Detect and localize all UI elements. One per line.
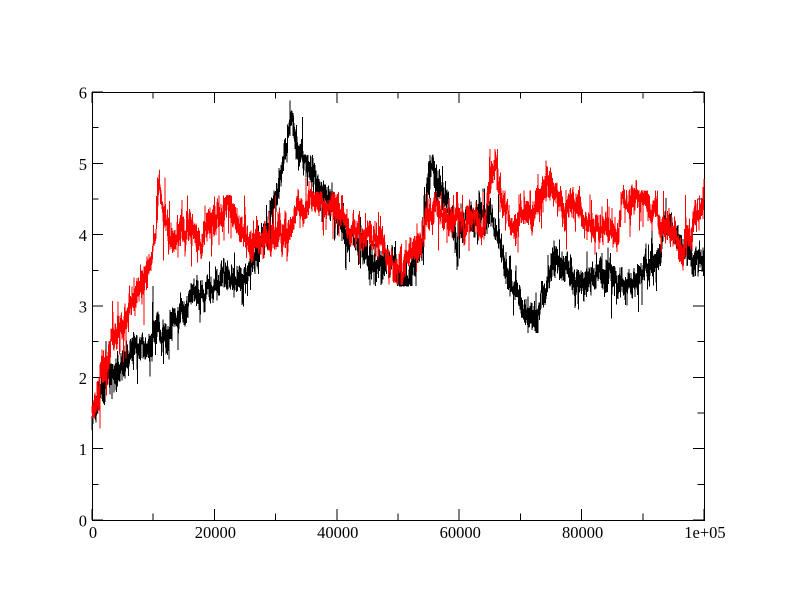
svg-text:0: 0	[79, 512, 87, 531]
svg-text:1: 1	[79, 440, 87, 459]
svg-text:6: 6	[79, 84, 87, 103]
svg-text:40000: 40000	[317, 523, 358, 542]
svg-text:0: 0	[89, 523, 97, 542]
svg-text:2: 2	[79, 369, 87, 388]
svg-text:60000: 60000	[440, 523, 481, 542]
svg-text:4: 4	[79, 226, 87, 245]
svg-text:20000: 20000	[195, 523, 236, 542]
svg-text:1e+05: 1e+05	[684, 523, 725, 542]
svg-text:80000: 80000	[562, 523, 603, 542]
svg-text:3: 3	[79, 298, 87, 317]
svg-text:5: 5	[79, 155, 87, 174]
